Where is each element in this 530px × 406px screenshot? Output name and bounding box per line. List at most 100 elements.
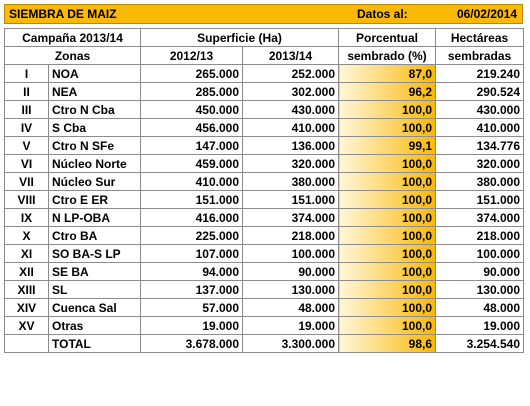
zone-number-cell[interactable]: II [4, 82, 49, 101]
pct-header-1[interactable]: Porcentual [338, 28, 437, 47]
surface-2013-cell[interactable]: 136.000 [242, 136, 340, 155]
surface-2012-cell[interactable]: 450.000 [140, 100, 244, 119]
total-sown-cell[interactable]: 3.254.540 [435, 334, 525, 353]
campaign-header[interactable]: Campaña 2013/14 [3, 28, 142, 47]
pct-sown-cell[interactable]: 100,0 [338, 208, 437, 227]
hectares-sown-cell[interactable]: 218.000 [435, 226, 525, 245]
surface-2012-cell[interactable]: 151.000 [140, 190, 244, 209]
surface-2012-cell[interactable]: 147.000 [140, 136, 244, 155]
hectares-sown-cell[interactable]: 430.000 [435, 100, 525, 119]
surface-2013-cell[interactable]: 302.000 [242, 82, 340, 101]
zone-name-cell[interactable]: S Cba [47, 118, 142, 137]
surface-header[interactable]: Superficie (Ha) [140, 28, 340, 47]
pct-sown-cell[interactable]: 100,0 [338, 100, 437, 119]
zone-number-cell[interactable]: XI [4, 244, 49, 263]
total-2012-cell[interactable]: 3.678.000 [140, 334, 244, 353]
pct-sown-cell[interactable]: 99,1 [338, 136, 437, 155]
zone-number-cell[interactable]: VI [4, 154, 49, 173]
surface-2012-cell[interactable]: 456.000 [140, 118, 244, 137]
pct-sown-cell[interactable]: 100,0 [338, 118, 437, 137]
surface-2013-cell[interactable]: 48.000 [242, 298, 340, 317]
surface-2012-cell[interactable]: 57.000 [140, 298, 244, 317]
hectares-sown-cell[interactable]: 380.000 [435, 172, 525, 191]
pct-sown-cell[interactable]: 96,2 [338, 82, 437, 101]
zone-name-cell[interactable]: SL [47, 280, 142, 299]
hectares-sown-cell[interactable]: 410.000 [435, 118, 525, 137]
hectares-sown-cell[interactable]: 48.000 [435, 298, 525, 317]
zone-name-cell[interactable]: NOA [47, 64, 142, 83]
zone-name-cell[interactable]: Cuenca Sal [47, 298, 142, 317]
total-label-cell[interactable]: TOTAL [47, 334, 142, 353]
surface-2012-cell[interactable]: 285.000 [140, 82, 244, 101]
zone-number-cell[interactable]: XII [4, 262, 49, 281]
zone-number-cell[interactable]: IX [4, 208, 49, 227]
zone-name-cell[interactable]: Otras [47, 316, 142, 335]
surface-2012-cell[interactable]: 410.000 [140, 172, 244, 191]
zone-name-cell[interactable]: SO BA-S LP [47, 244, 142, 263]
total-pct-cell[interactable]: 98,6 [338, 334, 437, 353]
year1-header[interactable]: 2012/13 [140, 46, 244, 65]
zone-number-cell[interactable]: VII [4, 172, 49, 191]
surface-2012-cell[interactable]: 137.000 [140, 280, 244, 299]
total-spacer-cell[interactable] [4, 334, 49, 353]
hectares-sown-cell[interactable]: 290.524 [435, 82, 525, 101]
hectares-sown-cell[interactable]: 151.000 [435, 190, 525, 209]
surface-2013-cell[interactable]: 380.000 [242, 172, 340, 191]
zone-name-cell[interactable]: N LP-OBA [47, 208, 142, 227]
surface-2012-cell[interactable]: 416.000 [140, 208, 244, 227]
surface-2013-cell[interactable]: 374.000 [242, 208, 340, 227]
surface-2013-cell[interactable]: 410.000 [242, 118, 340, 137]
surface-2012-cell[interactable]: 94.000 [140, 262, 244, 281]
zone-number-cell[interactable]: XIII [4, 280, 49, 299]
surface-2013-cell[interactable]: 100.000 [242, 244, 340, 263]
pct-sown-cell[interactable]: 100,0 [338, 244, 437, 263]
hectares-sown-cell[interactable]: 320.000 [435, 154, 525, 173]
pct-sown-cell[interactable]: 100,0 [338, 154, 437, 173]
surface-2012-cell[interactable]: 225.000 [140, 226, 244, 245]
surface-2012-cell[interactable]: 459.000 [140, 154, 244, 173]
surface-2013-cell[interactable]: 19.000 [242, 316, 340, 335]
zone-name-cell[interactable]: NEA [47, 82, 142, 101]
zone-name-cell[interactable]: Ctro N SFe [47, 136, 142, 155]
hectares-sown-cell[interactable]: 219.240 [435, 64, 525, 83]
zones-header[interactable]: Zonas [3, 46, 142, 65]
pct-sown-cell[interactable]: 100,0 [338, 316, 437, 335]
surface-2012-cell[interactable]: 19.000 [140, 316, 244, 335]
pct-sown-cell[interactable]: 100,0 [338, 190, 437, 209]
surface-2013-cell[interactable]: 252.000 [242, 64, 340, 83]
pct-sown-cell[interactable]: 100,0 [338, 280, 437, 299]
zone-number-cell[interactable]: XV [4, 316, 49, 335]
zone-name-cell[interactable]: Núcleo Sur [47, 172, 142, 191]
zone-name-cell[interactable]: Ctro BA [47, 226, 142, 245]
hectares-sown-cell[interactable]: 19.000 [435, 316, 525, 335]
surface-2013-cell[interactable]: 130.000 [242, 280, 340, 299]
pct-sown-cell[interactable]: 100,0 [338, 298, 437, 317]
zone-name-cell[interactable]: SE BA [47, 262, 142, 281]
pct-sown-cell[interactable]: 100,0 [338, 226, 437, 245]
zone-number-cell[interactable]: IV [4, 118, 49, 137]
total-2013-cell[interactable]: 3.300.000 [242, 334, 340, 353]
year2-header[interactable]: 2013/14 [242, 46, 340, 65]
hectares-sown-cell[interactable]: 134.776 [435, 136, 525, 155]
zone-number-cell[interactable]: I [4, 64, 49, 83]
surface-2013-cell[interactable]: 90.000 [242, 262, 340, 281]
zone-number-cell[interactable]: VIII [4, 190, 49, 209]
surface-2013-cell[interactable]: 151.000 [242, 190, 340, 209]
pct-sown-cell[interactable]: 100,0 [338, 172, 437, 191]
zone-name-cell[interactable]: Ctro N Cba [47, 100, 142, 119]
surface-2013-cell[interactable]: 320.000 [242, 154, 340, 173]
pct-sown-cell[interactable]: 87,0 [338, 64, 437, 83]
zone-number-cell[interactable]: X [4, 226, 49, 245]
hectares-sown-cell[interactable]: 100.000 [435, 244, 525, 263]
surface-2012-cell[interactable]: 265.000 [140, 64, 244, 83]
pct-header-2[interactable]: sembrado (%) [338, 46, 437, 65]
surface-2012-cell[interactable]: 107.000 [140, 244, 244, 263]
hectares-sown-cell[interactable]: 130.000 [435, 280, 525, 299]
surface-2013-cell[interactable]: 430.000 [242, 100, 340, 119]
zone-name-cell[interactable]: Ctro E ER [47, 190, 142, 209]
zone-number-cell[interactable]: V [4, 136, 49, 155]
sown-header-2[interactable]: sembradas [435, 46, 525, 65]
pct-sown-cell[interactable]: 100,0 [338, 262, 437, 281]
hectares-sown-cell[interactable]: 374.000 [435, 208, 525, 227]
surface-2013-cell[interactable]: 218.000 [242, 226, 340, 245]
